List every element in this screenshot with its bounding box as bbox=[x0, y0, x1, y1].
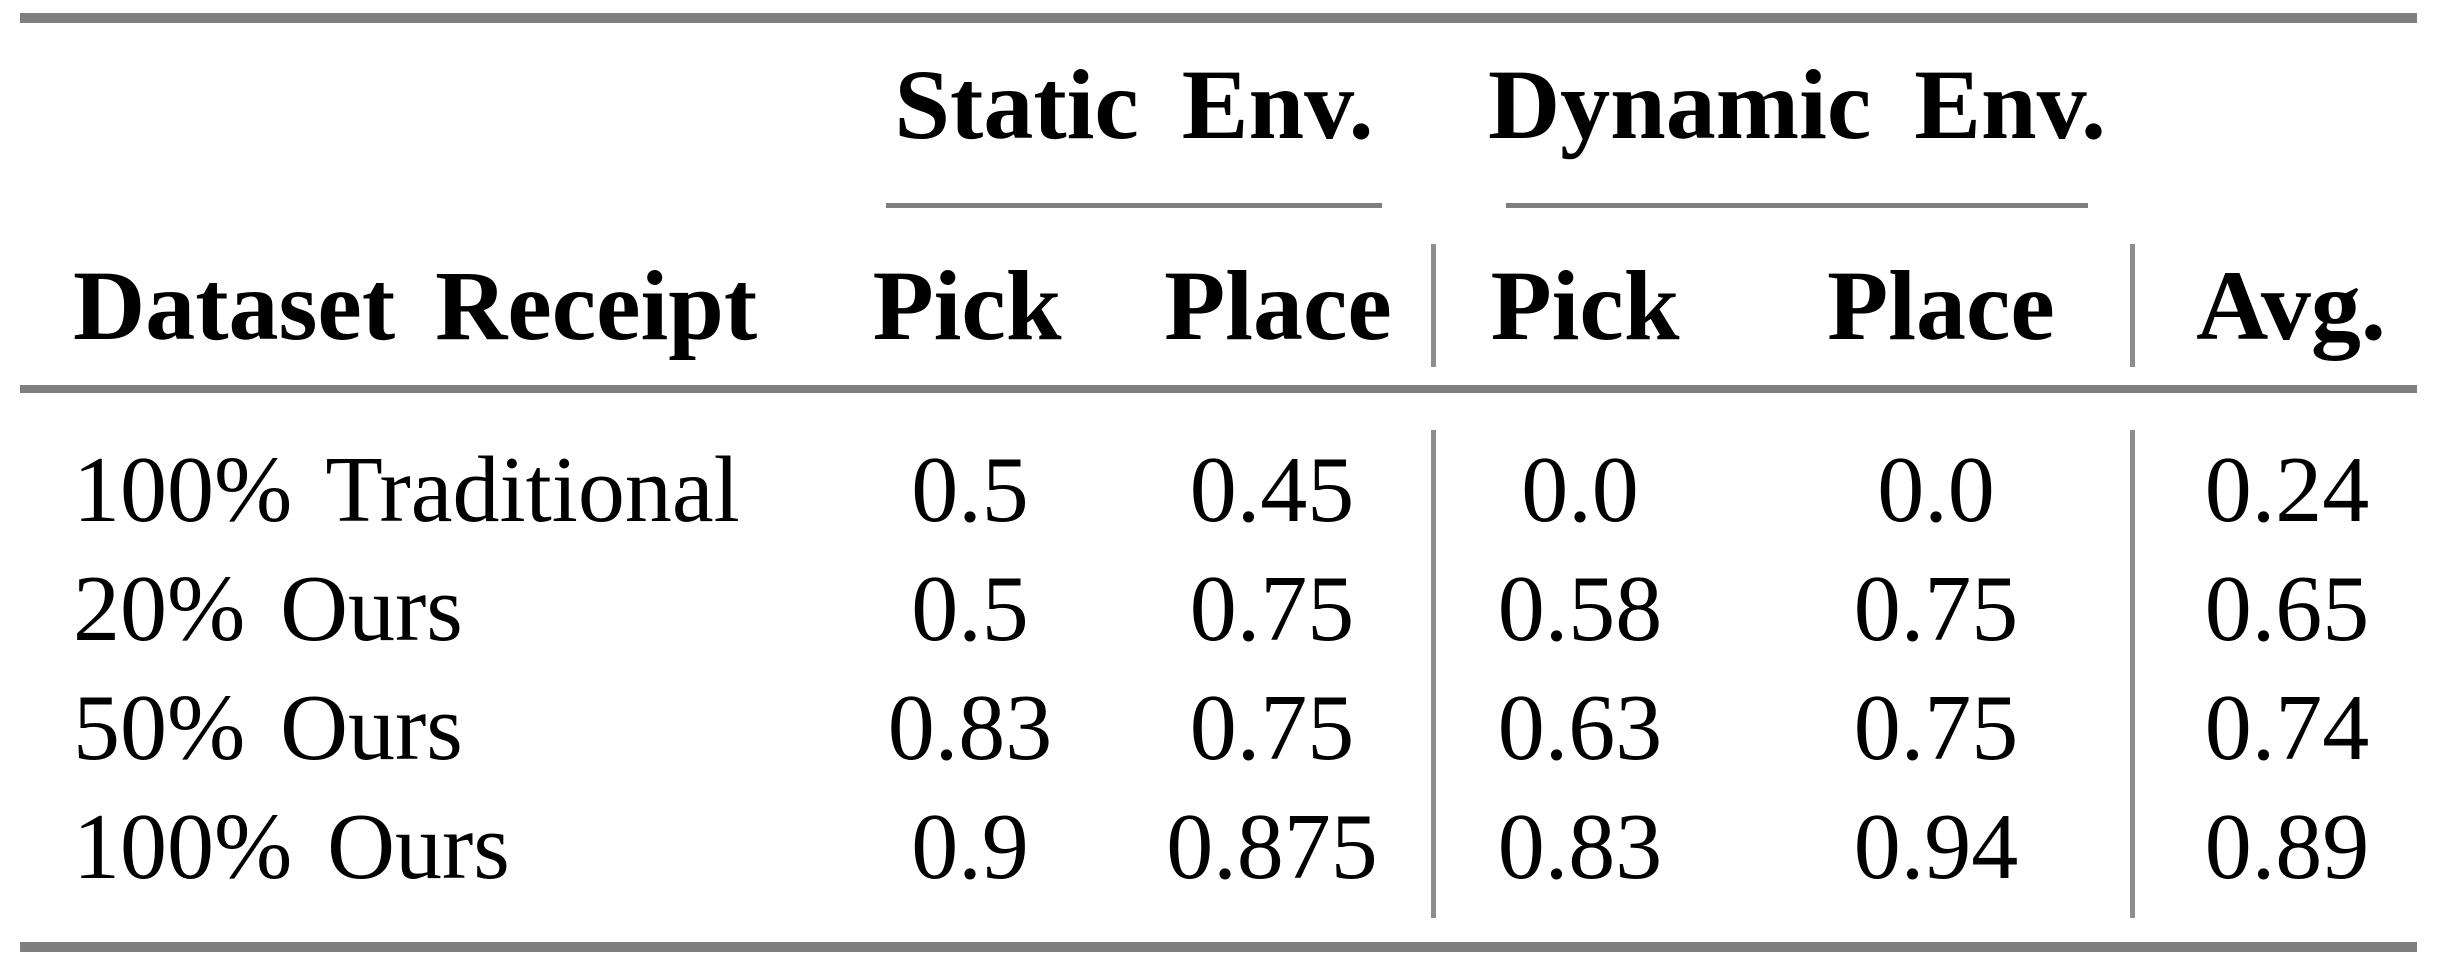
mid-rule bbox=[20, 385, 2417, 393]
cell-static-pick: 0.5 bbox=[911, 437, 1029, 542]
cell-dynamic-pick: 0.58 bbox=[1497, 556, 1663, 661]
table-row: 20% Ours 0.5 0.75 0.58 0.75 0.65 bbox=[0, 549, 2440, 668]
top-rule bbox=[20, 13, 2417, 23]
static-env-underline bbox=[886, 203, 1382, 208]
group-header-static-env: Static Env. bbox=[894, 48, 1374, 160]
table-row: 100% Traditional 0.5 0.45 0.0 0.0 0.24 bbox=[0, 430, 2440, 549]
header-dynamic-place: Place bbox=[1827, 249, 2055, 361]
row-label: 100% Ours bbox=[73, 794, 510, 899]
cell-avg: 0.24 bbox=[2204, 437, 2370, 542]
cell-static-pick: 0.9 bbox=[911, 794, 1029, 899]
table-body: 100% Traditional 0.5 0.45 0.0 0.0 0.24 2… bbox=[0, 430, 2440, 906]
cell-dynamic-place: 0.94 bbox=[1853, 794, 2019, 899]
header-static-place: Place bbox=[1164, 249, 1392, 361]
cell-avg: 0.65 bbox=[2204, 556, 2370, 661]
cell-static-place: 0.45 bbox=[1189, 437, 1355, 542]
vertical-separator bbox=[1431, 244, 1436, 367]
row-label: 50% Ours bbox=[73, 675, 463, 780]
header-dataset-receipt: Dataset Receipt bbox=[73, 249, 758, 361]
cell-static-place: 0.75 bbox=[1189, 556, 1355, 661]
cell-static-pick: 0.83 bbox=[887, 675, 1053, 780]
cell-dynamic-place: 0.75 bbox=[1853, 675, 2019, 780]
row-label: 100% Traditional bbox=[73, 437, 740, 542]
group-header-dynamic-env: Dynamic Env. bbox=[1487, 48, 2107, 160]
cell-dynamic-pick: 0.83 bbox=[1497, 794, 1663, 899]
vertical-separator bbox=[1431, 430, 1436, 918]
cell-static-pick: 0.5 bbox=[911, 556, 1029, 661]
vertical-separator bbox=[2130, 430, 2135, 918]
dynamic-env-underline bbox=[1506, 203, 2088, 208]
cell-dynamic-pick: 0.63 bbox=[1497, 675, 1663, 780]
cell-static-place: 0.875 bbox=[1166, 794, 1378, 899]
cell-static-place: 0.75 bbox=[1189, 675, 1355, 780]
table-row: 50% Ours 0.83 0.75 0.63 0.75 0.74 bbox=[0, 668, 2440, 787]
cell-dynamic-place: 0.75 bbox=[1853, 556, 2019, 661]
vertical-separator bbox=[2130, 244, 2135, 367]
header-dynamic-pick: Pick bbox=[1490, 249, 1680, 361]
row-label: 20% Ours bbox=[73, 556, 463, 661]
cell-dynamic-place: 0.0 bbox=[1877, 437, 1995, 542]
cell-dynamic-pick: 0.0 bbox=[1521, 437, 1639, 542]
table-row: 100% Ours 0.9 0.875 0.83 0.94 0.89 bbox=[0, 787, 2440, 906]
cell-avg: 0.74 bbox=[2204, 675, 2370, 780]
bottom-rule bbox=[20, 942, 2417, 952]
header-static-pick: Pick bbox=[872, 249, 1062, 361]
cell-avg: 0.89 bbox=[2204, 794, 2370, 899]
header-avg: Avg. bbox=[2196, 249, 2386, 361]
